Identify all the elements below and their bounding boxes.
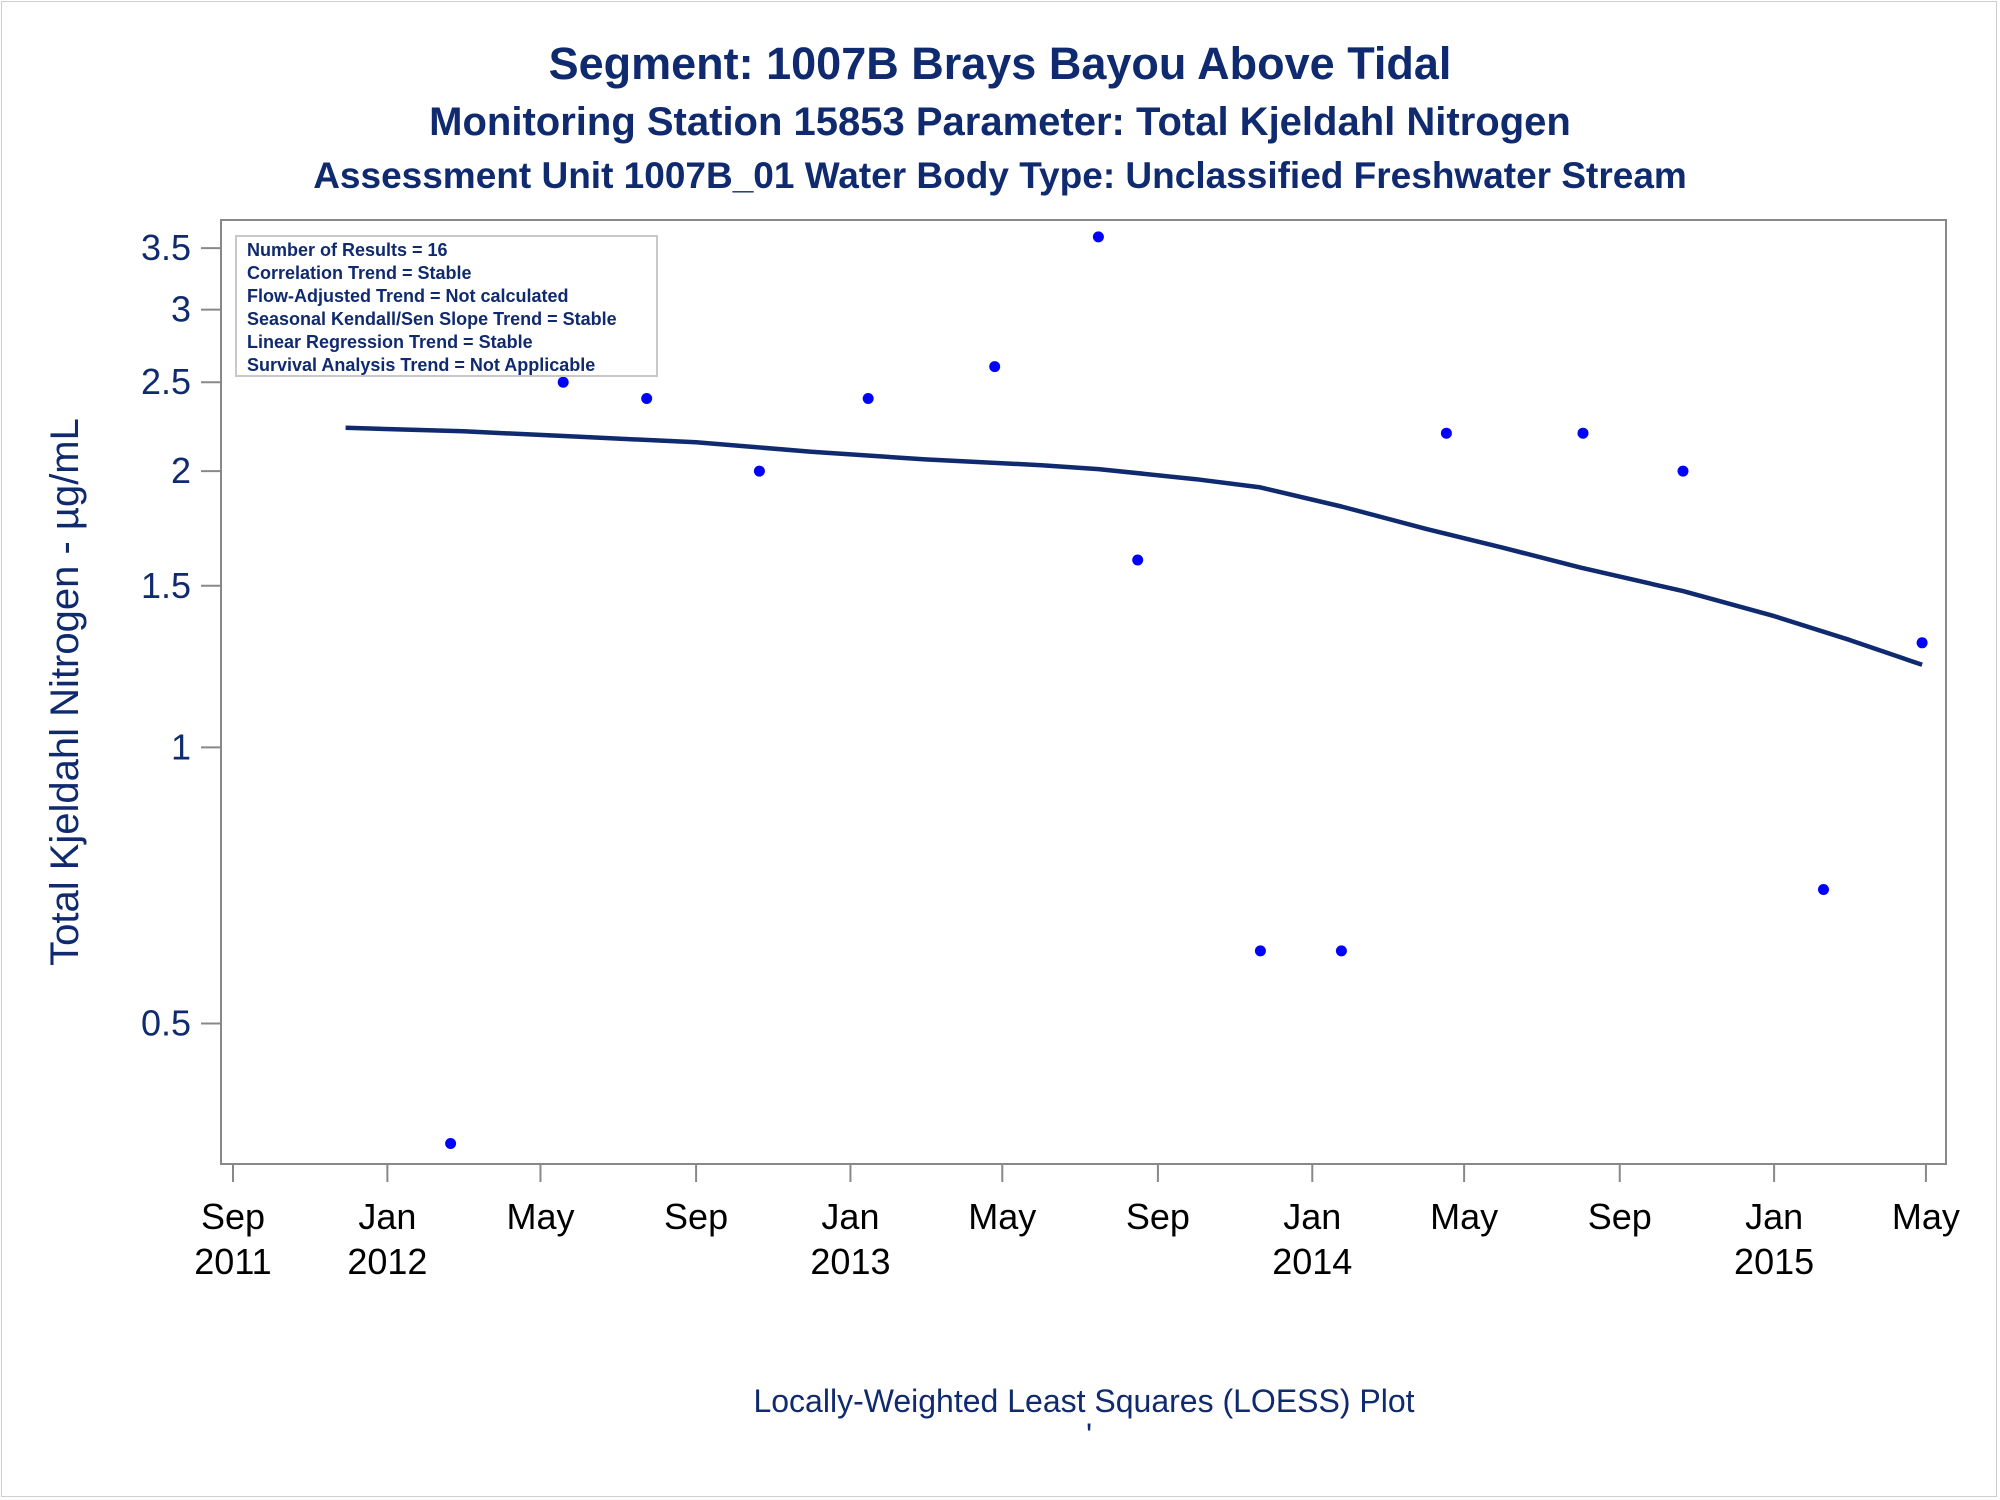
x-tick-label: Jan: [1283, 1196, 1341, 1237]
x-tick-year-label: 2013: [810, 1241, 890, 1282]
x-tick-label: Jan: [1745, 1196, 1803, 1237]
stat-number-of-results: Number of Results = 16: [247, 240, 448, 260]
x-tick-year-label: 2015: [1734, 1241, 1814, 1282]
stats-box-border: [235, 235, 658, 377]
stat-linear-regression-trend: Linear Regression Trend = Stable: [247, 332, 533, 352]
plot-area: [220, 219, 1947, 1165]
y-axis-label: Total Kjeldahl Nitrogen - µg/mL: [43, 418, 87, 966]
data-point: [1440, 427, 1452, 439]
data-point: [1254, 945, 1266, 957]
x-tick-label: Jan: [358, 1196, 416, 1237]
chart-subtitle: Monitoring Station 15853 Parameter: Tota…: [429, 100, 1571, 144]
x-tick-year-label: 2012: [347, 1241, 427, 1282]
stats-legend-box: Number of Results = 16 Correlation Trend…: [235, 235, 658, 377]
stat-correlation-trend: Correlation Trend = Stable: [247, 263, 472, 283]
x-tick-label: May: [1430, 1196, 1498, 1237]
y-tick-label: 2.5: [141, 361, 191, 402]
y-tick-label: 3.5: [141, 227, 191, 268]
y-axis: 0.5 1 1.5 2 2.5 3 3.5: [141, 227, 221, 1044]
data-points-series: [340, 231, 1928, 1149]
y-tick-label: 3: [171, 289, 191, 330]
data-point: [641, 393, 653, 404]
footnote: Locally-Weighted Least Squares (LOESS) P…: [753, 1383, 1414, 1419]
stat-survival-analysis-trend: Survival Analysis Trend = Not Applicable: [247, 355, 595, 375]
data-point: [445, 1138, 457, 1149]
data-point: [557, 376, 569, 388]
data-point: [1916, 637, 1928, 649]
x-tick-label: May: [506, 1196, 574, 1237]
x-tick-label: May: [1892, 1196, 1960, 1237]
stat-flow-adjusted-trend: Flow-Adjusted Trend = Not calculated: [247, 286, 569, 306]
y-tick-label: 1: [171, 726, 191, 767]
data-point: [1577, 427, 1589, 439]
chart-subtitle-2: Assessment Unit 1007B_01 Water Body Type…: [313, 155, 1687, 196]
data-point: [862, 393, 874, 404]
loess-series: [345, 425, 1923, 667]
x-tick-label: Jan: [821, 1196, 879, 1237]
stat-seasonal-kendall-trend: Seasonal Kendall/Sen Slope Trend = Stabl…: [247, 309, 617, 329]
data-point: [1132, 554, 1144, 566]
x-tick-label: Sep: [201, 1196, 265, 1237]
data-point: [1818, 884, 1829, 895]
data-point: [989, 361, 1001, 373]
loess-line: [345, 425, 1923, 667]
footnote-mark: ': [1086, 1417, 1092, 1453]
y-tick-label: 0.5: [141, 1003, 191, 1044]
x-tick-label: Sep: [1588, 1196, 1652, 1237]
data-point: [753, 465, 765, 477]
x-tick-label: Sep: [1126, 1196, 1190, 1237]
y-tick-label: 1.5: [141, 565, 191, 606]
chart-title: Segment: 1007B Brays Bayou Above Tidal: [548, 38, 1452, 89]
x-tick-label: May: [968, 1196, 1036, 1237]
data-point: [1677, 465, 1689, 477]
x-tick-year-label: 2011: [194, 1241, 271, 1282]
data-point: [1335, 945, 1347, 957]
x-tick-label: Sep: [664, 1196, 728, 1237]
y-tick-label: 2: [171, 450, 191, 491]
data-point: [1092, 231, 1104, 243]
x-tick-year-label: 2014: [1272, 1241, 1352, 1282]
